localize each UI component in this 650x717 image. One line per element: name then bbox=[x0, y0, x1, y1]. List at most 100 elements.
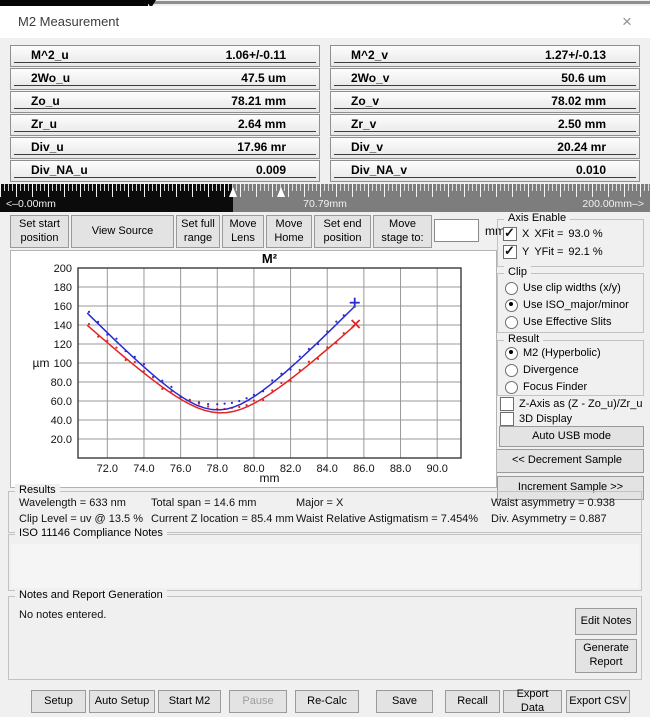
svg-text:M²: M² bbox=[262, 251, 278, 266]
row-label: M^2_u bbox=[31, 48, 69, 62]
set-start-position-button[interactable]: Set start position bbox=[10, 215, 69, 248]
z-axis-normalized-row: Z-Axis as (Z - Zo_u)/Zr_u bbox=[500, 397, 642, 411]
row-label: Div_v bbox=[351, 140, 384, 154]
iso-major-minor-radio[interactable] bbox=[505, 298, 518, 312]
title-bar: M2 Measurement × bbox=[0, 6, 650, 38]
wavelength-value: Wavelength = 633 nm bbox=[19, 497, 126, 509]
group-title: Notes and Report Generation bbox=[15, 589, 167, 601]
ruler-max-label: 200.00mm–> bbox=[582, 198, 644, 210]
group-title: Result bbox=[504, 333, 544, 345]
decrement-sample-button[interactable]: << Decrement Sample bbox=[490, 449, 644, 473]
generate-report-button[interactable]: Generate Report bbox=[575, 639, 637, 673]
ruler-major-ticks bbox=[0, 184, 650, 197]
axis-enable-group: Axis Enable X XFit = 93.0 % Y YFit = 92.… bbox=[497, 212, 644, 267]
table-row: M^2_v 1.27+/-0.13 bbox=[330, 45, 640, 67]
row-value: 1.27+/-0.13 bbox=[544, 48, 606, 62]
auto-setup-button[interactable]: Auto Setup bbox=[89, 690, 155, 713]
row-value: 0.010 bbox=[575, 163, 606, 177]
m2-chart: 72.0 74.0 76.0 78.0 80.0 82.0 84.0 86.0 88.0 90.0… bbox=[33, 251, 462, 485]
three-d-display-checkbox[interactable] bbox=[500, 412, 514, 426]
focus-finder-radio[interactable] bbox=[505, 380, 518, 394]
ruler-marker-start-icon bbox=[229, 187, 237, 197]
radio-label: Focus Finder bbox=[523, 381, 588, 393]
row-value: 20.24 mr bbox=[557, 140, 606, 154]
row-label: Zr_v bbox=[351, 117, 377, 131]
row-label: Div_NA_u bbox=[31, 163, 88, 177]
row-label: Zo_v bbox=[351, 94, 380, 108]
svg-text:80.0: 80.0 bbox=[243, 463, 264, 475]
clip-level-value: Clip Level = uv @ 13.5 % bbox=[19, 513, 143, 525]
clip-widths-radio[interactable] bbox=[505, 281, 518, 295]
auto-usb-mode-button[interactable]: Auto USB mode bbox=[499, 426, 644, 447]
total-span-value: Total span = 14.6 mm bbox=[151, 497, 257, 509]
x-axis-checkbox[interactable] bbox=[503, 225, 517, 241]
top-edge-ruler-fragment bbox=[0, 0, 148, 6]
clip-group: Clip Use clip widths (x/y) Use ISO_major… bbox=[497, 266, 644, 333]
close-icon[interactable]: × bbox=[622, 12, 632, 31]
m2-hyperbolic-radio[interactable] bbox=[505, 346, 518, 360]
edit-notes-button[interactable]: Edit Notes bbox=[575, 608, 637, 635]
row-value: 50.6 um bbox=[561, 71, 606, 85]
view-source-button[interactable]: View Source bbox=[71, 215, 174, 248]
recall-button[interactable]: Recall bbox=[445, 690, 500, 713]
move-home-button[interactable]: Move Home bbox=[266, 215, 312, 248]
row-value: 47.5 um bbox=[241, 71, 286, 85]
svg-text:72.0: 72.0 bbox=[97, 463, 118, 475]
iso-notes-area bbox=[11, 544, 639, 588]
radio-label: M2 (Hyperbolic) bbox=[523, 347, 601, 359]
divergence-radio[interactable] bbox=[505, 363, 518, 377]
group-title: Clip bbox=[504, 266, 531, 278]
v-axis-results-table: M^2_v 1.27+/-0.13 2Wo_v 50.6 um Zo_v 78.02 … bbox=[330, 45, 640, 183]
table-row: 2Wo_u 47.5 um bbox=[10, 68, 320, 90]
start-m2-button[interactable]: Start M2 bbox=[158, 690, 221, 713]
group-title: Axis Enable bbox=[504, 212, 571, 224]
effective-slits-radio[interactable] bbox=[505, 315, 518, 329]
major-axis-value: Major = X bbox=[296, 497, 344, 509]
stage-position-input[interactable] bbox=[434, 219, 479, 242]
row-value: 17.96 mr bbox=[237, 140, 286, 154]
setup-button[interactable]: Setup bbox=[31, 690, 86, 713]
svg-text:88.0: 88.0 bbox=[390, 463, 411, 475]
move-stage-to-button[interactable]: Move stage to: bbox=[373, 215, 432, 248]
results-summary-group: Results Wavelength = 633 nm Total span =… bbox=[8, 484, 642, 533]
svg-text:120: 120 bbox=[54, 339, 72, 351]
recalc-button[interactable]: Re-Calc bbox=[295, 690, 359, 713]
checkbox-label: 3D Display bbox=[519, 413, 573, 425]
waist-asymmetry-value: Waist asymmetry = 0.938 bbox=[491, 497, 615, 509]
set-full-range-button[interactable]: Set full range bbox=[176, 215, 220, 248]
table-row: Div_NA_v 0.010 bbox=[330, 160, 640, 182]
table-row: Zr_u 2.64 mm bbox=[10, 114, 320, 136]
row-label: 2Wo_u bbox=[31, 71, 71, 85]
notes-content: No notes entered. bbox=[19, 609, 107, 621]
ruler-min-label: <–0.00mm bbox=[6, 198, 56, 210]
row-label: Div_NA_v bbox=[351, 163, 408, 177]
set-end-position-button[interactable]: Set end position bbox=[314, 215, 371, 248]
table-row: Zo_v 78.02 mm bbox=[330, 91, 640, 113]
move-lens-button[interactable]: Move Lens bbox=[222, 215, 264, 248]
increment-sample-button[interactable]: Increment Sample >> bbox=[497, 476, 644, 500]
row-value: 78.02 mm bbox=[551, 94, 606, 108]
y-fit-label: YFit = bbox=[534, 246, 564, 258]
waist-astigmatism-value: Waist Relative Astigmatism = 7.454% bbox=[296, 513, 479, 525]
save-button[interactable]: Save bbox=[376, 690, 433, 713]
row-value: 78.21 mm bbox=[231, 94, 286, 108]
export-data-button[interactable]: Export Data bbox=[503, 688, 562, 714]
checkbox-label: Z-Axis as (Z - Zo_u)/Zr_u bbox=[519, 398, 643, 410]
table-row: Div_v 20.24 mr bbox=[330, 137, 640, 159]
radio-label: Divergence bbox=[523, 364, 579, 376]
export-csv-button[interactable]: Export CSV bbox=[566, 690, 630, 713]
svg-text:140: 140 bbox=[54, 320, 72, 332]
y-axis-checkbox[interactable] bbox=[503, 243, 517, 259]
table-row: Div_NA_u 0.009 bbox=[10, 160, 320, 182]
z-axis-normalized-checkbox[interactable] bbox=[500, 397, 514, 411]
stage-position-ruler: <–0.00mm 70.79mm 200.00mm–> bbox=[0, 184, 650, 212]
svg-text:20.0: 20.0 bbox=[51, 434, 72, 446]
group-title: Results bbox=[15, 484, 60, 496]
top-edge-line bbox=[148, 1, 650, 4]
ruler-marker-current-icon bbox=[277, 187, 285, 197]
x-fit-label: XFit = bbox=[534, 228, 564, 240]
svg-text:76.0: 76.0 bbox=[170, 463, 191, 475]
svg-text:160: 160 bbox=[54, 301, 72, 313]
svg-text:80.0: 80.0 bbox=[51, 377, 72, 389]
svg-text:µm: µm bbox=[33, 356, 50, 370]
